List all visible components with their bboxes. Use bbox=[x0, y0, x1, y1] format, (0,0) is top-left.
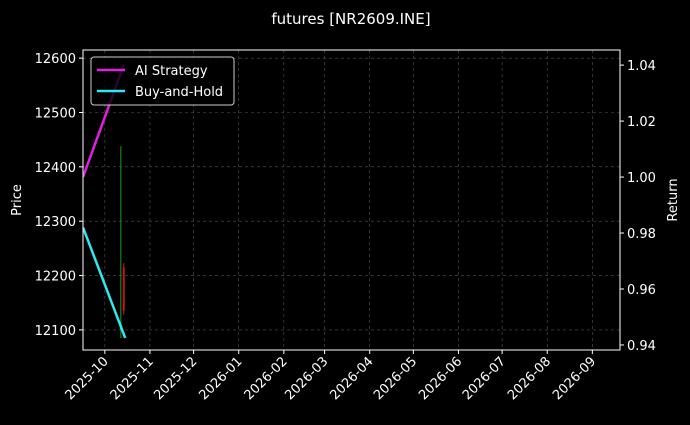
y2-axis-label: Return bbox=[666, 178, 681, 221]
y2-tick-label: 0.98 bbox=[627, 227, 656, 242]
y-tick-label: 12200 bbox=[35, 270, 76, 285]
y-tick-label: 12400 bbox=[35, 161, 76, 176]
y2-tick-label: 1.02 bbox=[627, 115, 656, 130]
candle-body bbox=[122, 267, 125, 311]
legend-box bbox=[90, 56, 235, 106]
legend-label: Buy-and-Hold bbox=[135, 85, 223, 100]
y-axis-label: Price bbox=[10, 184, 25, 216]
y2-tick-label: 0.94 bbox=[627, 339, 656, 354]
y2-tick-label: 1.04 bbox=[627, 59, 656, 74]
legend-label: AI Strategy bbox=[135, 64, 208, 79]
y-tick-label: 12100 bbox=[35, 324, 76, 339]
y-tick-label: 12600 bbox=[35, 52, 76, 67]
series-line bbox=[83, 226, 127, 339]
y-tick-label: 12500 bbox=[35, 107, 76, 122]
y2-tick-label: 1.00 bbox=[627, 171, 656, 186]
y2-tick-label: 0.96 bbox=[627, 283, 656, 298]
chart-title: futures [NR2609.INE] bbox=[271, 10, 430, 28]
y-tick-label: 12300 bbox=[35, 215, 76, 230]
plot-frame bbox=[82, 49, 621, 351]
